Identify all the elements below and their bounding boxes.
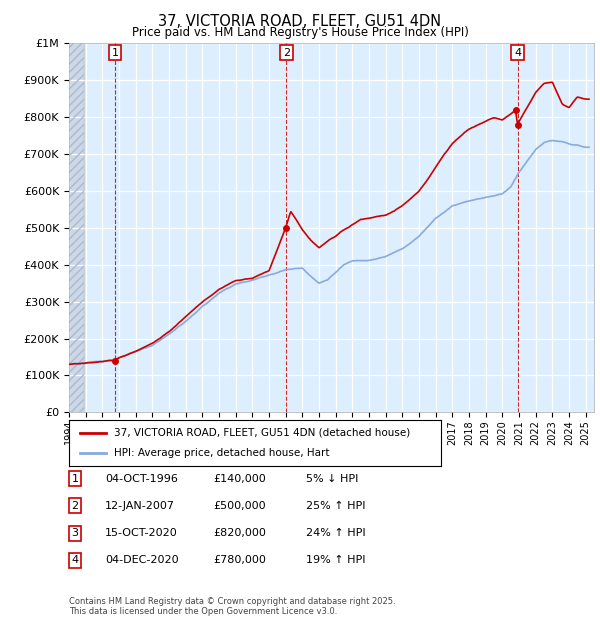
Text: 24% ↑ HPI: 24% ↑ HPI [306,528,365,538]
Text: 2: 2 [283,48,290,58]
Text: £780,000: £780,000 [213,556,266,565]
Text: 5% ↓ HPI: 5% ↓ HPI [306,474,358,484]
Text: £500,000: £500,000 [213,501,266,511]
Text: 12-JAN-2007: 12-JAN-2007 [105,501,175,511]
Text: 25% ↑ HPI: 25% ↑ HPI [306,501,365,511]
Text: HPI: Average price, detached house, Hart: HPI: Average price, detached house, Hart [113,448,329,458]
Text: 37, VICTORIA ROAD, FLEET, GU51 4DN: 37, VICTORIA ROAD, FLEET, GU51 4DN [158,14,442,29]
Text: 1: 1 [71,474,79,484]
Text: 4: 4 [514,48,521,58]
Text: 1: 1 [112,48,118,58]
Text: 04-OCT-1996: 04-OCT-1996 [105,474,178,484]
Text: 15-OCT-2020: 15-OCT-2020 [105,528,178,538]
Text: 37, VICTORIA ROAD, FLEET, GU51 4DN (detached house): 37, VICTORIA ROAD, FLEET, GU51 4DN (deta… [113,428,410,438]
Text: 19% ↑ HPI: 19% ↑ HPI [306,556,365,565]
Text: 4: 4 [71,556,79,565]
Text: This data is licensed under the Open Government Licence v3.0.: This data is licensed under the Open Gov… [69,606,337,616]
Text: 3: 3 [71,528,79,538]
Text: 04-DEC-2020: 04-DEC-2020 [105,556,179,565]
Bar [69,43,84,412]
Text: Contains HM Land Registry data © Crown copyright and database right 2025.: Contains HM Land Registry data © Crown c… [69,597,395,606]
Text: 2: 2 [71,501,79,511]
Text: £820,000: £820,000 [213,528,266,538]
Text: £140,000: £140,000 [213,474,266,484]
Text: Price paid vs. HM Land Registry's House Price Index (HPI): Price paid vs. HM Land Registry's House … [131,26,469,39]
